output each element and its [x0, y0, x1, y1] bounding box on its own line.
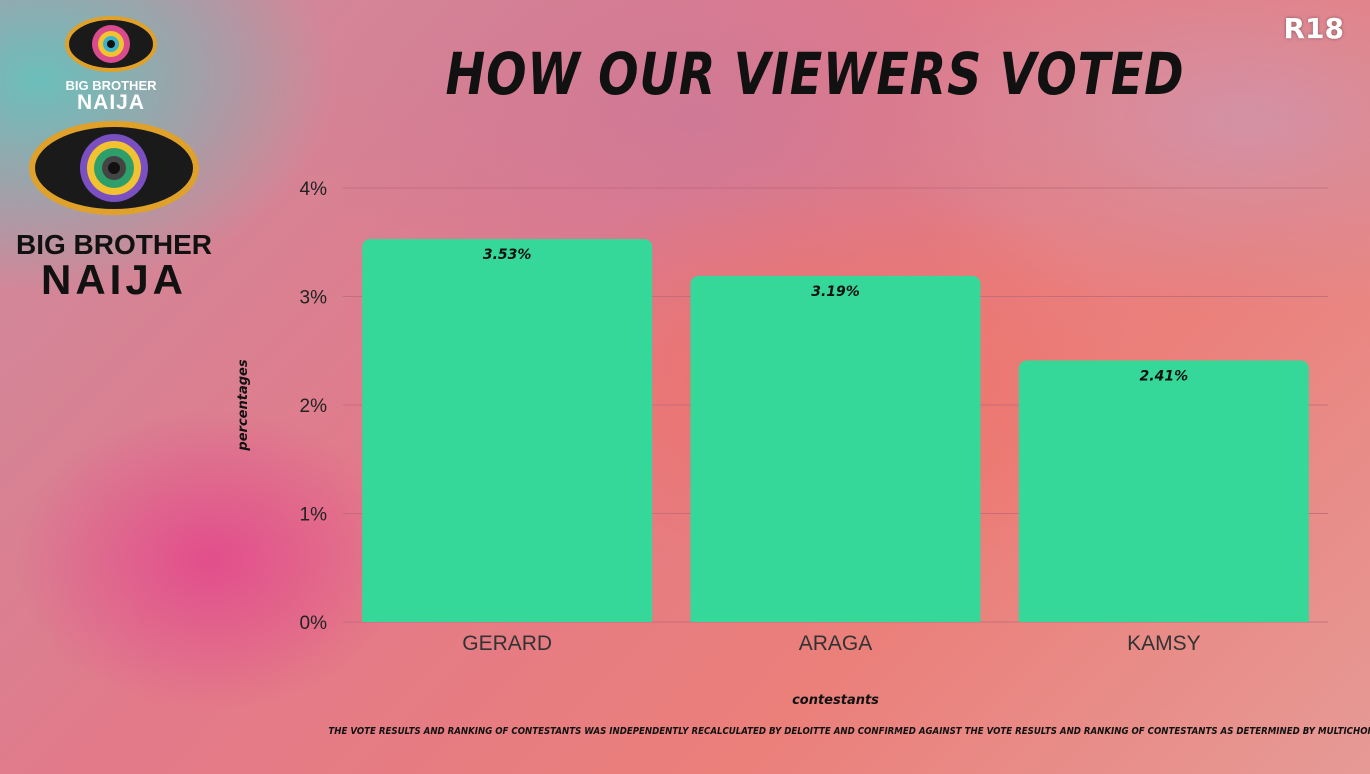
y-tick-label: 4% [300, 179, 328, 200]
big-brother-naija-logo: BIG BROTHER NAIJA [14, 118, 214, 301]
y-tick-label: 1% [300, 505, 328, 526]
footnote: THE VOTE RESULTS AND RANKING OF CONTESTA… [328, 726, 1370, 737]
logo-small-line1: BIG BROTHER [65, 78, 157, 93]
bar-base [1018, 612, 1309, 622]
eye-icon [65, 16, 157, 72]
y-tick-label: 3% [300, 288, 328, 309]
bar [362, 238, 653, 622]
data-label: 3.19% [811, 284, 860, 300]
y-axis-title: percentages [236, 359, 251, 451]
x-category-label: KAMSY [1127, 632, 1201, 655]
data-label: 3.53% [483, 247, 532, 263]
logo-big-line2: NAIJA [40, 256, 188, 303]
y-tick-label: 2% [300, 396, 328, 417]
x-category-label: ARAGA [799, 632, 873, 655]
bar [1018, 360, 1309, 622]
logo-small-line2: NAIJA [76, 91, 145, 114]
big-brother-naija-logo-small: BIG BROTHER NAIJA [56, 14, 166, 113]
y-tick-label: 0% [300, 613, 328, 634]
rating-badge: R18 [1283, 12, 1344, 45]
x-category-label: GERARD [462, 632, 552, 655]
eye-icon [29, 121, 199, 215]
x-axis-title: contestants [792, 693, 879, 708]
logo-big-line1: BIG BROTHER [16, 229, 212, 260]
bar [690, 275, 981, 622]
bar-base [362, 612, 653, 622]
bar-base [690, 612, 981, 622]
chart-title: HOW OUR VIEWERS VOTED [445, 40, 1185, 108]
data-label: 2.41% [1140, 369, 1189, 385]
